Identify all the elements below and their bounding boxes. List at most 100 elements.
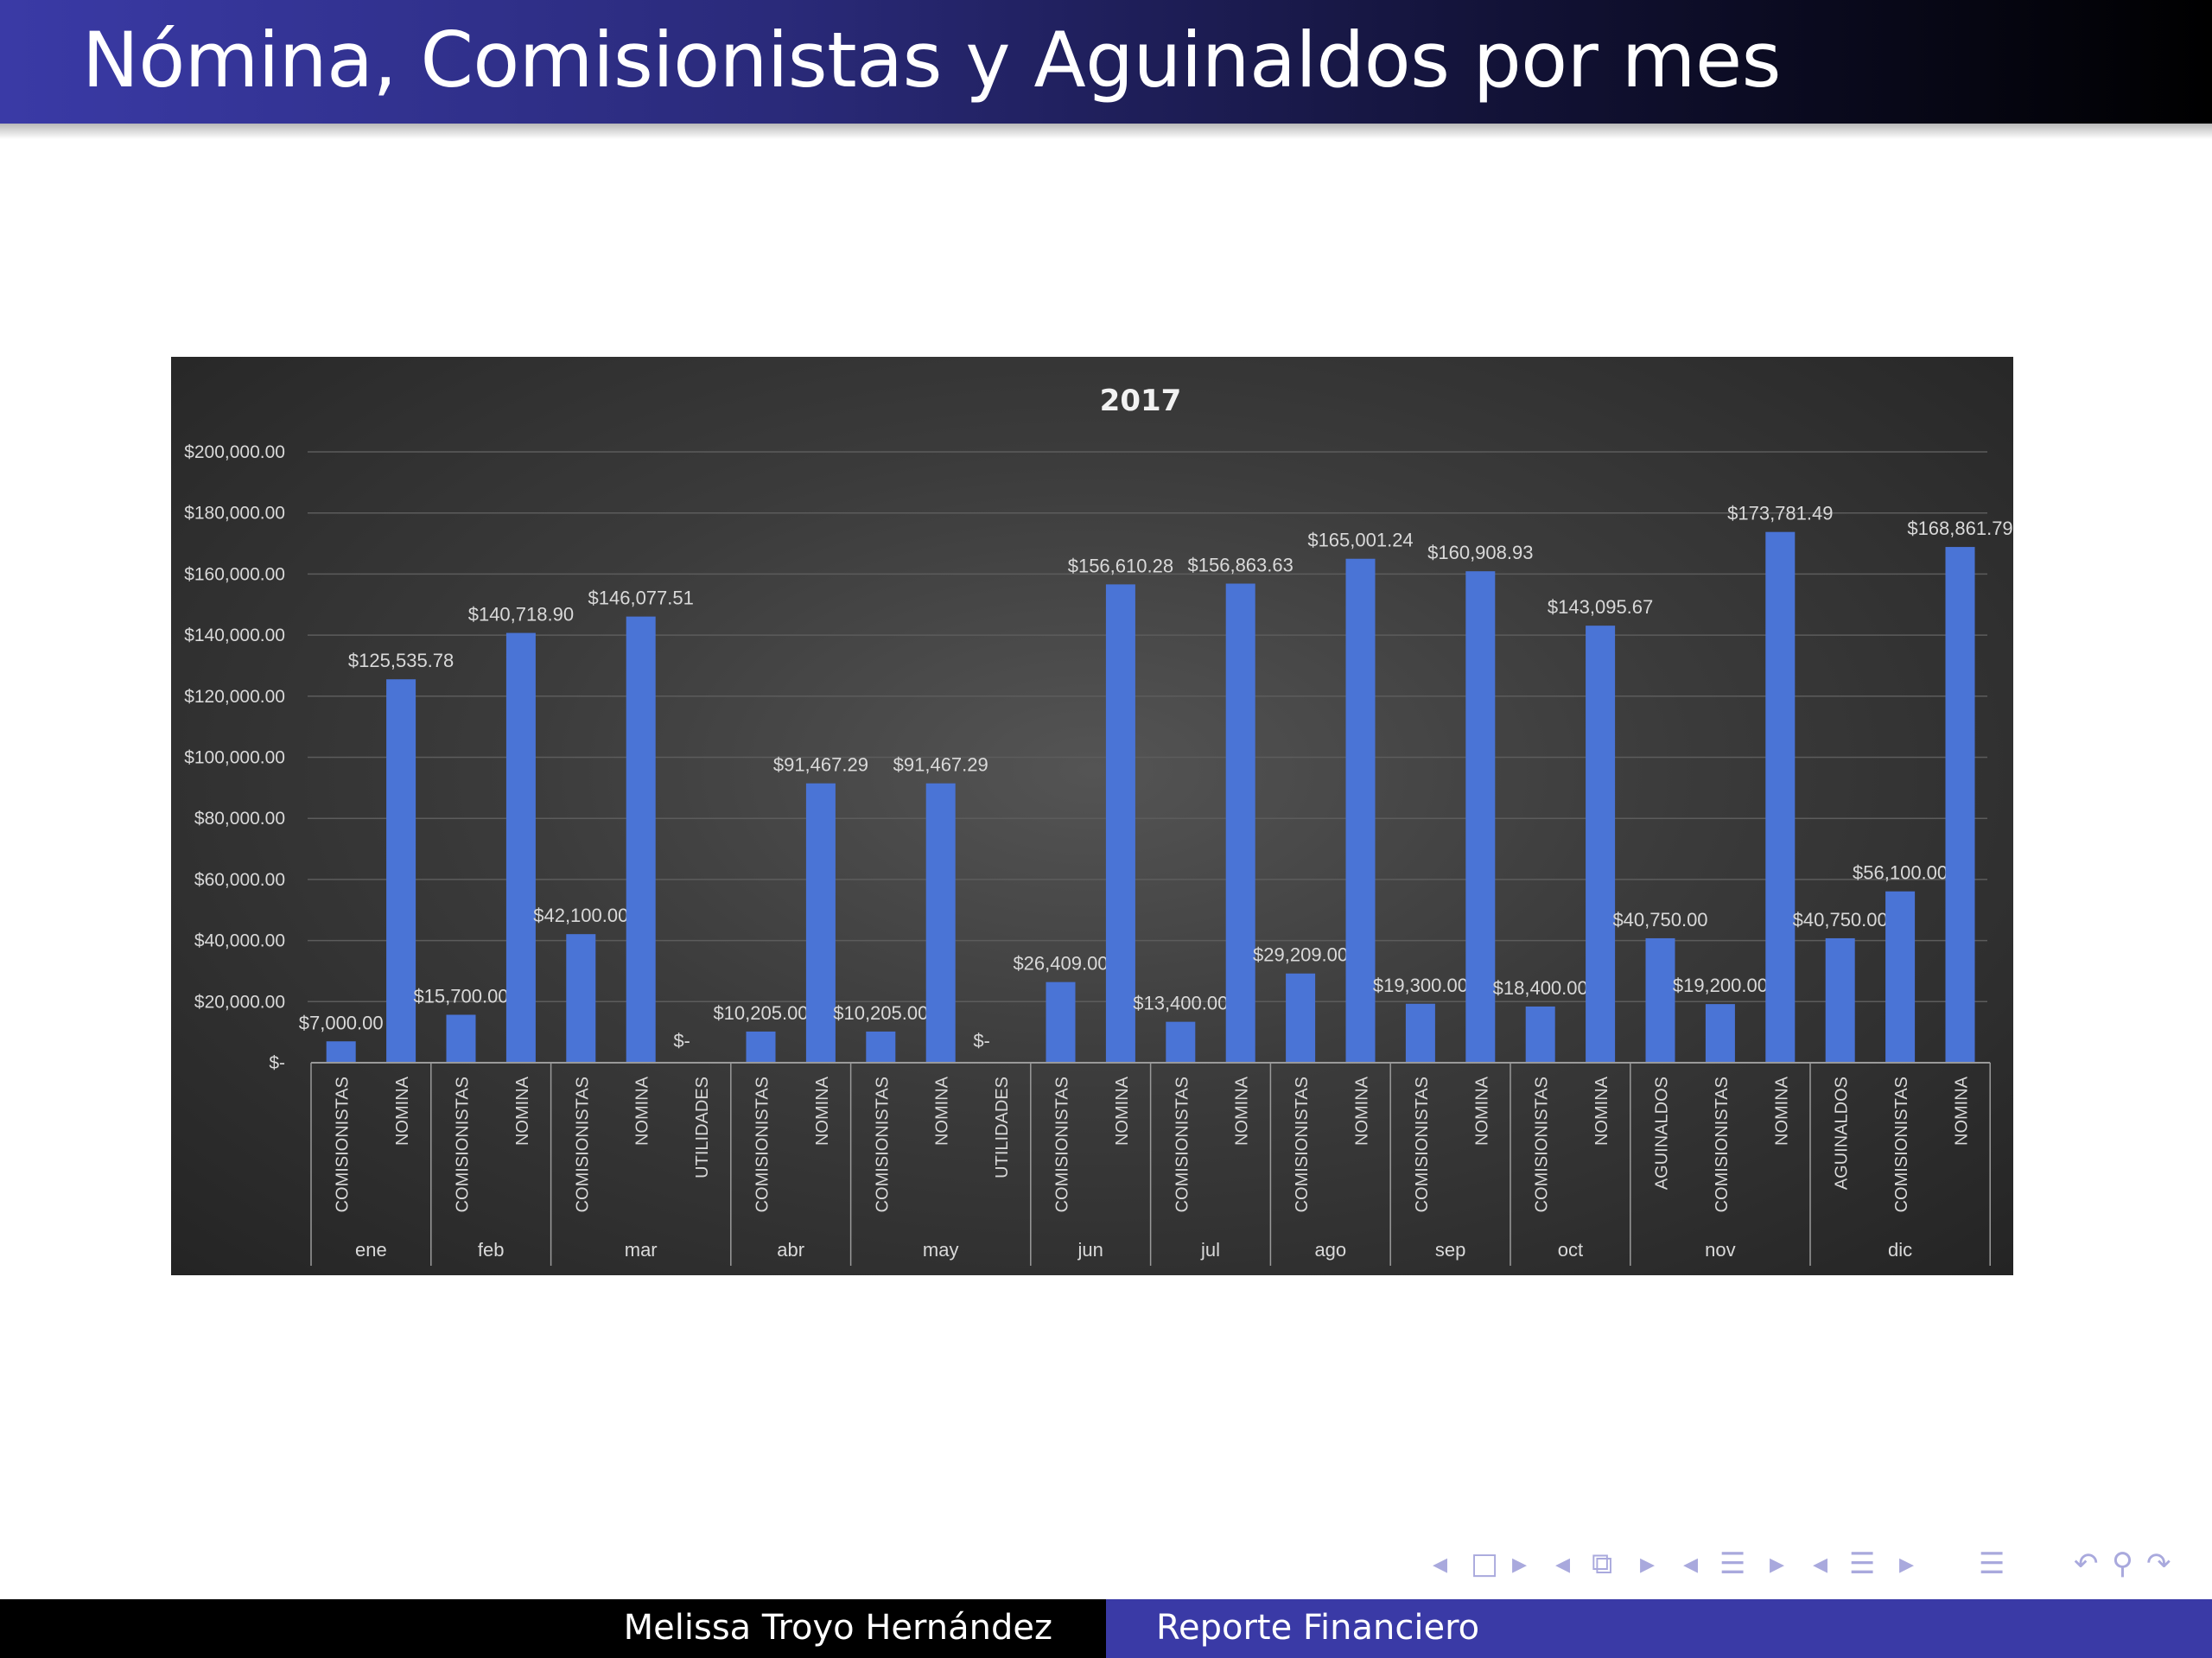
x-month-label: jul (1200, 1239, 1220, 1261)
navigation-controls: ◂ □ ▸ ◂ ⧉ ▸ ◂ ☰ ▸ ◂ ☰ ▸ ☰ ↶ ⚲ ↷ (1426, 1547, 2203, 1585)
x-category-label: NOMINA (633, 1076, 652, 1146)
nav-align-icon[interactable]: ☰ (1979, 1547, 2005, 1581)
nav-back-icon[interactable]: ↶ (2074, 1547, 2099, 1581)
bar-ago-comisionistas (1286, 973, 1316, 1063)
nav-frame-next-icon[interactable]: ▸ (1512, 1547, 1528, 1581)
x-category-label: NOMINA (1233, 1076, 1252, 1146)
x-month-label: sep (1435, 1239, 1465, 1261)
x-category-label: NOMINA (1353, 1076, 1372, 1146)
data-label: $- (673, 1030, 690, 1051)
x-category-label: NOMINA (933, 1076, 952, 1146)
bar-ene-nomina (386, 679, 416, 1063)
bar-jul-comisionistas (1166, 1021, 1196, 1063)
x-category-label: COMISIONISTAS (334, 1077, 353, 1212)
bar-dic-comisionistas (1885, 891, 1916, 1063)
data-label: $160,908.93 (1427, 542, 1533, 563)
bar-mar-comisionistas (566, 934, 596, 1063)
x-category-label: NOMINA (513, 1076, 532, 1146)
chart-title: 2017 (1100, 384, 1182, 418)
data-label: $143,095.67 (1548, 596, 1653, 618)
bar-may-nomina (925, 783, 956, 1063)
x-category-label: NOMINA (1472, 1076, 1491, 1146)
bar-sep-comisionistas (1405, 1003, 1435, 1063)
nav-frame-prev-icon[interactable]: ◂ (1433, 1547, 1448, 1581)
data-label: $13,400.00 (1133, 993, 1228, 1014)
x-category-label: COMISIONISTAS (454, 1077, 473, 1212)
data-label: $91,467.29 (893, 754, 988, 776)
bar-jun-nomina (1105, 584, 1135, 1063)
bar-dic-aguinaldos (1825, 937, 1855, 1063)
nav-search-icon[interactable]: ⚲ (2112, 1547, 2133, 1581)
x-category-label: UTILIDADES (693, 1077, 712, 1178)
x-category-label: NOMINA (393, 1076, 412, 1146)
footer-author: Melissa Troyo Hernández (623, 1608, 1052, 1648)
data-label: $91,467.29 (773, 754, 868, 776)
slide-header: Nómina, Comisionistas y Aguinaldos por m… (0, 0, 2212, 124)
nav-section-next-icon[interactable]: ▸ (1770, 1547, 1785, 1581)
nav-section-icon[interactable]: ☰ (1719, 1547, 1746, 1581)
y-tick-label: $120,000.00 (184, 687, 285, 707)
x-category-label: COMISIONISTAS (1713, 1077, 1732, 1212)
x-month-label: dic (1888, 1239, 1912, 1261)
x-category-label: NOMINA (1592, 1076, 1611, 1146)
bar-nov-aguinaldos (1645, 937, 1675, 1063)
nav-subsection-prev-icon[interactable]: ◂ (1555, 1547, 1571, 1581)
y-tick-label: $20,000.00 (194, 992, 285, 1012)
data-label: $19,300.00 (1373, 975, 1468, 996)
x-category-label: COMISIONISTAS (753, 1077, 772, 1212)
bar-chart: 2017 $- $20,000.00 $40,000.00 $60,000.00 $80,… (184, 384, 2013, 1266)
x-category-label: UTILIDADES (993, 1077, 1012, 1178)
bar-dic-nomina (1945, 547, 1975, 1063)
slide-footer: Melissa Troyo Hernández Reporte Financie… (0, 1599, 2212, 1658)
nav-subsection-icon[interactable]: ⧉ (1592, 1547, 1613, 1581)
nav-subsection-next-icon[interactable]: ▸ (1640, 1547, 1656, 1581)
bar-abr-comisionistas (746, 1031, 776, 1063)
x-category-label: COMISIONISTAS (1533, 1077, 1552, 1212)
chart-panel: 2017 $- $20,000.00 $40,000.00 $60,000.00 $80,… (171, 357, 2013, 1275)
nav-doc-prev-icon[interactable]: ◂ (1813, 1547, 1828, 1581)
nav-doc-icon[interactable]: ☰ (1849, 1547, 1876, 1581)
data-label: $42,100.00 (533, 905, 628, 926)
bar-nov-comisionistas (1705, 1004, 1735, 1063)
nav-section-prev-icon[interactable]: ◂ (1683, 1547, 1699, 1581)
data-label: $- (973, 1030, 990, 1051)
data-label: $10,205.00 (833, 1002, 928, 1024)
data-label: $7,000.00 (299, 1012, 384, 1033)
nav-frame-icon[interactable]: □ (1471, 1547, 1499, 1581)
x-category-label: NOMINA (1113, 1076, 1132, 1146)
nav-doc-next-icon[interactable]: ▸ (1899, 1547, 1915, 1581)
x-category-label: COMISIONISTAS (873, 1077, 892, 1212)
x-category-label: NOMINA (1772, 1076, 1791, 1146)
data-label: $10,205.00 (713, 1002, 808, 1024)
x-category-label: COMISIONISTAS (1892, 1077, 1911, 1212)
x-month-label: nov (1705, 1239, 1735, 1261)
x-category-label: COMISIONISTAS (1293, 1077, 1312, 1212)
bar-feb-nomina (505, 632, 536, 1063)
x-month-label: may (923, 1239, 959, 1261)
y-tick-label: $200,000.00 (184, 442, 285, 462)
data-label: $15,700.00 (413, 986, 508, 1007)
x-category-label: COMISIONISTAS (1413, 1077, 1432, 1212)
data-label: $56,100.00 (1853, 862, 1948, 884)
bar-sep-nomina (1465, 571, 1496, 1063)
y-tick-label: $180,000.00 (184, 504, 285, 524)
data-label: $29,209.00 (1253, 944, 1348, 966)
data-label: $146,077.51 (588, 588, 694, 609)
footer-report: Reporte Financiero (1156, 1608, 1480, 1648)
x-month-label: ago (1314, 1239, 1346, 1261)
x-category-label: NOMINA (813, 1076, 832, 1146)
y-tick-label: $160,000.00 (184, 564, 285, 584)
data-label: $156,863.63 (1188, 554, 1294, 575)
x-month-label: jun (1077, 1239, 1103, 1261)
y-tick-label: $100,000.00 (184, 748, 285, 768)
bar-ene-comisionistas (326, 1041, 356, 1063)
data-label: $173,781.49 (1727, 503, 1833, 524)
data-label: $18,400.00 (1493, 977, 1588, 999)
x-month-label: oct (1558, 1239, 1583, 1261)
x-category-label: COMISIONISTAS (573, 1077, 592, 1212)
nav-forward-icon[interactable]: ↷ (2146, 1547, 2171, 1581)
bar-jul-nomina (1225, 583, 1255, 1063)
data-label: $140,718.90 (468, 604, 574, 626)
y-tick-label: $- (269, 1053, 285, 1073)
data-label: $156,610.28 (1068, 555, 1173, 576)
